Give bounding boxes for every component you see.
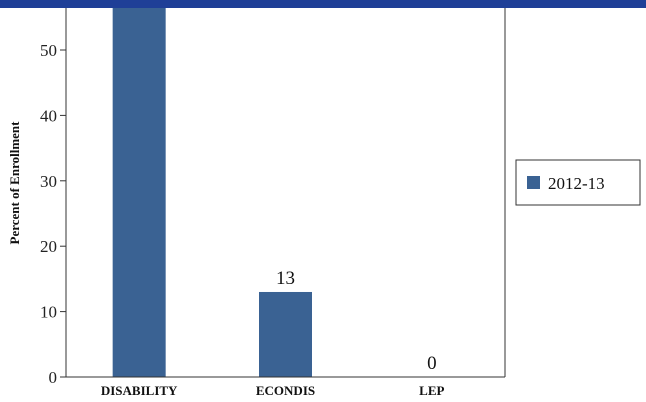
y-tick-label: 0	[49, 368, 58, 387]
top-banner	[0, 0, 646, 8]
bar-econdis	[259, 291, 312, 377]
x-category-label: DISABILITY	[101, 383, 178, 398]
bars-group	[112, 8, 312, 377]
legend-swatch	[527, 176, 540, 189]
legend-label: 2012-13	[548, 174, 605, 193]
y-ticks-group: 0 10 20 30 40 50	[40, 41, 66, 387]
y-tick-label: 40	[40, 106, 57, 125]
x-category-label: LEP	[419, 383, 444, 398]
legend: 2012-13	[515, 159, 641, 206]
x-category-label: ECONDIS	[256, 383, 315, 398]
y-tick-label: 30	[40, 172, 57, 191]
axes-group	[65, 8, 506, 378]
x-labels-group: DISABILITY ECONDIS LEP	[101, 383, 445, 398]
y-tick-label: 50	[40, 41, 57, 60]
data-labels-group: 13 0	[276, 268, 437, 374]
data-label: 0	[427, 353, 437, 374]
bar-disability	[112, 8, 166, 377]
y-tick-label: 10	[40, 303, 57, 322]
y-tick-label: 20	[40, 237, 57, 256]
data-label: 13	[276, 268, 295, 289]
y-axis-title: Percent of Enrollment	[7, 121, 22, 245]
